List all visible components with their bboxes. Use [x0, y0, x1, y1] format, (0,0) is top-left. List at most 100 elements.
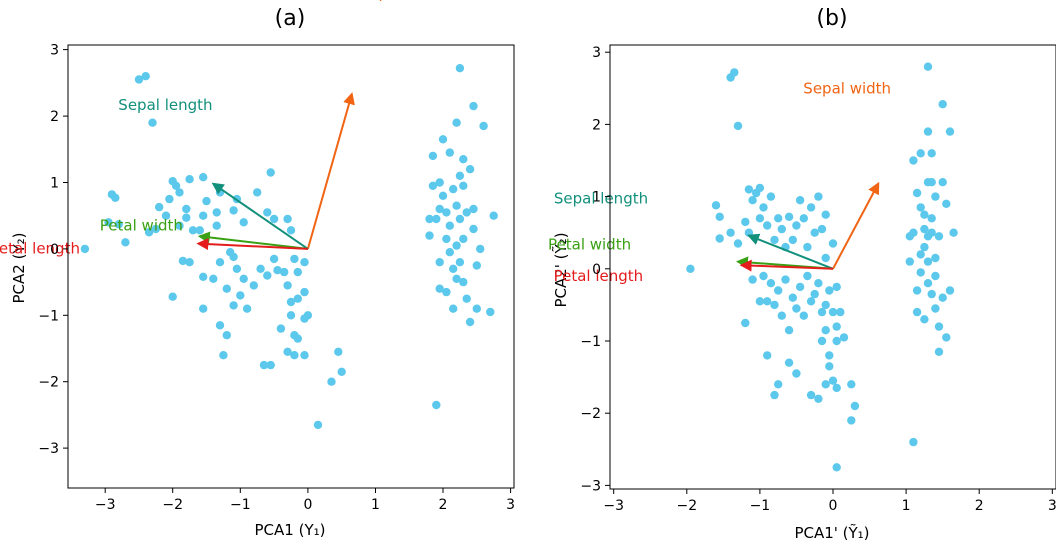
data-point [300, 287, 309, 297]
y-tick-label: 1 [50, 176, 59, 192]
loading-arrow-sepal-length [747, 233, 834, 270]
data-point [469, 224, 478, 234]
data-point [293, 267, 302, 277]
data-point [182, 213, 191, 222]
data-point [784, 326, 794, 335]
data-point [741, 318, 750, 328]
loading-label-sepal-width: Sepal width [803, 80, 891, 98]
data-point [759, 203, 768, 212]
data-point [832, 322, 841, 331]
data-point [799, 311, 808, 320]
chart-a-points [80, 63, 498, 430]
data-point [445, 248, 454, 257]
data-point [909, 156, 918, 165]
data-point [327, 377, 336, 386]
data-point [817, 307, 827, 317]
data-point [435, 204, 444, 214]
chart-b-xticks: −3 −2 −1 0 1 2 3 [603, 489, 1056, 514]
data-point [770, 235, 779, 245]
data-point [449, 304, 458, 313]
data-point [442, 234, 451, 244]
data-point [219, 351, 228, 360]
y-tick-label: 0 [50, 242, 59, 258]
data-point [337, 367, 346, 376]
data-point [836, 307, 845, 317]
data-point [300, 351, 309, 360]
chart-b-plot-frame [609, 44, 1056, 490]
y-tick-label: 3 [50, 43, 59, 59]
y-tick-label: −2 [580, 406, 601, 422]
data-point [290, 351, 299, 360]
data-point [806, 203, 816, 212]
data-point [938, 178, 947, 187]
data-point [121, 238, 130, 247]
data-point [923, 127, 933, 136]
data-point [286, 297, 296, 307]
data-point [293, 294, 302, 303]
data-point [449, 184, 458, 194]
data-point [313, 420, 323, 430]
data-point [909, 437, 918, 447]
data-point [832, 383, 841, 393]
data-point [442, 287, 451, 297]
data-point [249, 281, 258, 290]
loading-arrow-petal-length [739, 259, 834, 272]
data-point [817, 336, 827, 346]
data-point [428, 181, 438, 190]
data-point [755, 297, 765, 306]
data-point [432, 400, 441, 410]
data-point [847, 380, 856, 389]
data-point [945, 286, 955, 295]
data-point [239, 218, 248, 227]
data-point [755, 214, 765, 223]
loading-label-petal-width: Petal width [548, 236, 631, 254]
data-point [766, 192, 776, 201]
data-point [814, 192, 823, 201]
data-point [199, 304, 208, 313]
y-tick-label: 2 [592, 117, 601, 133]
data-point [472, 261, 481, 270]
data-point [455, 171, 465, 180]
data-point [428, 151, 438, 161]
data-point [435, 178, 444, 187]
data-point [269, 214, 279, 224]
chart-b-arrows: Sepal width Sepal length Petal width Petal … [548, 80, 891, 286]
data-point [770, 390, 779, 400]
data-point [945, 127, 955, 136]
data-point [229, 301, 238, 310]
loading-label-sepal-length: Sepal length [554, 190, 648, 208]
data-point [168, 292, 177, 301]
chart-a: (a) PCA1 (Y₁) PCA2 (Y₂) Sepal widthSepal… [0, 0, 515, 539]
data-point [711, 201, 721, 210]
data-point [465, 317, 475, 327]
data-point [269, 254, 279, 264]
x-tick-label: −2 [162, 497, 183, 513]
data-point [455, 214, 465, 224]
data-point [148, 118, 157, 127]
data-point [175, 221, 184, 230]
data-point [825, 286, 834, 295]
x-tick-label: −1 [750, 498, 771, 514]
data-point [286, 311, 296, 320]
data-point [455, 63, 465, 73]
data-point [774, 380, 783, 389]
data-point [814, 279, 823, 288]
data-point [931, 271, 940, 281]
x-tick-label: 1 [902, 498, 911, 514]
data-point [253, 188, 262, 197]
chart-a-title: (a) [275, 6, 306, 31]
data-point [774, 214, 783, 223]
data-point [821, 253, 830, 263]
data-point [202, 196, 211, 206]
x-tick-label: 0 [303, 497, 312, 513]
data-point [151, 224, 160, 234]
data-point [161, 211, 171, 220]
data-point [909, 228, 918, 237]
chart-b: (b) PCA1' (Ỹ₁) PCA2' (Ỹ₂) Sepal widthSep… [548, 6, 1056, 542]
chart-b-ylabel: PCA2' (Ỹ₂) [551, 232, 570, 307]
data-point [934, 322, 944, 331]
data-point [155, 202, 164, 212]
data-point [763, 297, 772, 306]
data-point [814, 394, 823, 403]
data-point [425, 231, 434, 240]
